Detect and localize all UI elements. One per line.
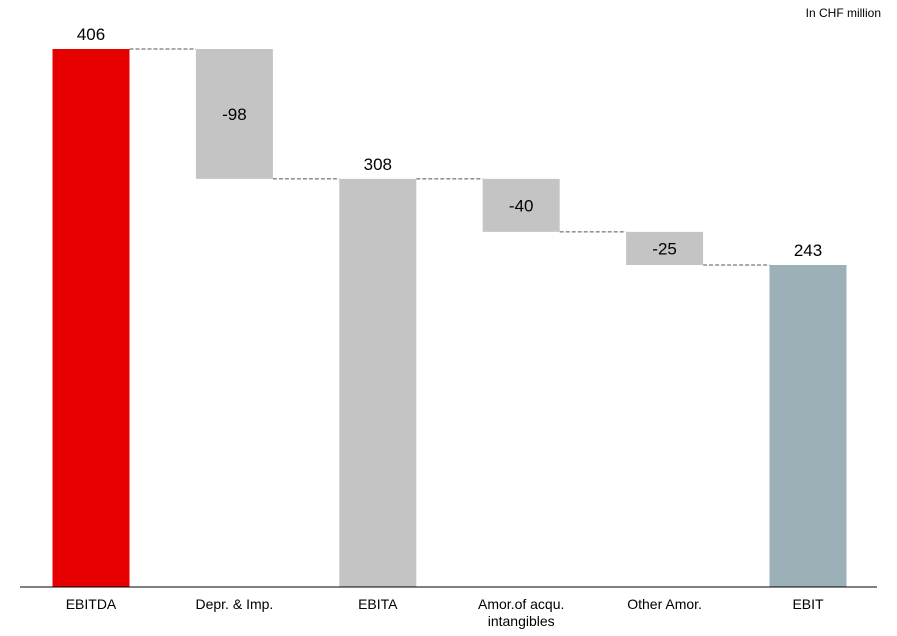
bar-ebitda (52, 49, 130, 587)
category-label-ebitda: EBITDA (66, 596, 117, 612)
bars (52, 49, 847, 588)
value-labels: 406 -98 308 -40 -25 243 (77, 25, 822, 260)
bar-other-amor (626, 231, 704, 265)
value-label-amor-of-acqu-intangibles: -40 (509, 196, 534, 215)
bar-depr-imp (195, 49, 273, 179)
value-label-ebitda: 406 (77, 25, 105, 44)
category-label-ebit: EBIT (792, 596, 824, 612)
value-label-ebita: 308 (364, 155, 392, 174)
bar-amor-of-acqu-intangibles (482, 178, 560, 232)
value-label-ebit: 243 (794, 241, 822, 260)
value-label-other-amor: -25 (652, 239, 677, 258)
bar-ebit (769, 264, 847, 587)
category-label-ebita: EBITA (358, 596, 398, 612)
bar-ebita (339, 178, 417, 588)
value-label-depr-imp: -98 (222, 105, 247, 124)
connector-lines (129, 48, 770, 266)
category-labels: EBITDA Depr. & Imp. EBITA Amor.of acqu. inta… (66, 596, 824, 629)
category-label-other-amor: Other Amor. (627, 596, 702, 612)
category-label-depr-imp: Depr. & Imp. (195, 596, 273, 612)
unit-note: In CHF million (805, 6, 881, 20)
category-label-amor-of-acqu-intangibles: Amor.of acqu. intangibles (478, 596, 564, 629)
